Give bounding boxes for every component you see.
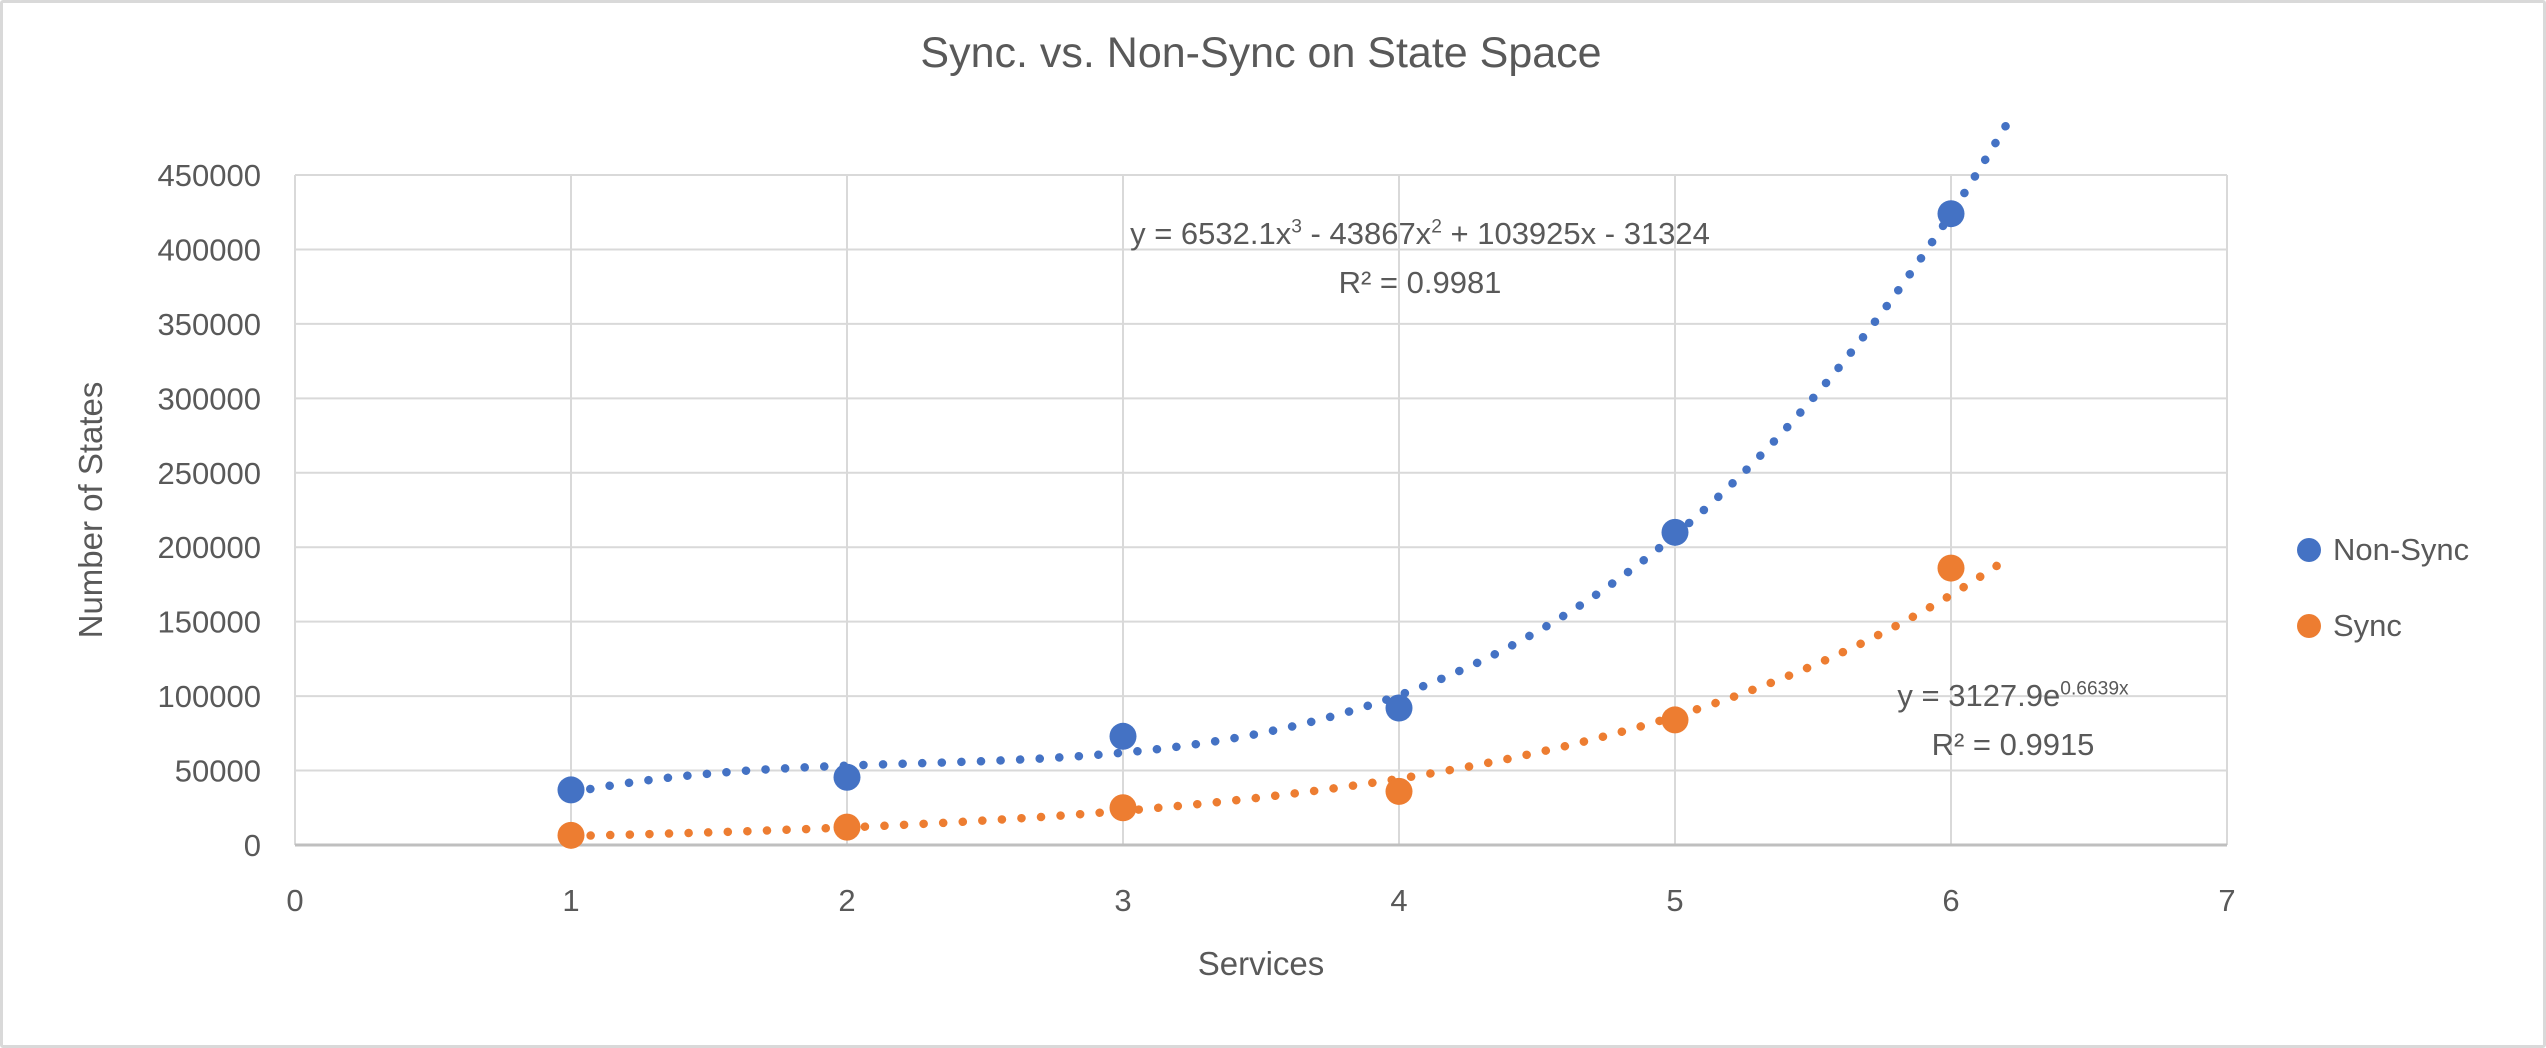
sync-marker-icon	[2297, 614, 2321, 638]
trendline-r2-sync: R² = 0.9915	[1931, 727, 2095, 762]
equation-text: - 43867x	[1301, 216, 1432, 251]
equation-text: y = 3127.9e	[1897, 678, 2061, 713]
data-point-non-sync[interactable]	[1109, 722, 1137, 750]
data-point-non-sync[interactable]	[833, 763, 861, 791]
equation-text: + 103925x - 31324	[1441, 216, 1710, 251]
data-point-sync[interactable]	[833, 813, 861, 841]
x-tick-label: 7	[2218, 883, 2235, 918]
trendline-sync	[566, 555, 2011, 841]
trendline-non-sync	[566, 120, 2011, 797]
equation-exponent: 2	[1431, 216, 1442, 238]
data-point-sync[interactable]	[1661, 706, 1689, 734]
trendline-equation-sync-formula: y = 3127.9e0.6639x	[1897, 671, 2128, 720]
trendline-equation-nonsync: y = 6532.1x3 - 43867x2 + 103925x - 31324…	[1130, 209, 1710, 307]
y-tick-label: 300000	[158, 381, 261, 416]
x-tick-label: 6	[1942, 883, 1959, 918]
x-tick-label: 5	[1666, 883, 1683, 918]
legend-item-sync[interactable]: Sync	[2297, 602, 2469, 650]
data-point-non-sync[interactable]	[557, 776, 585, 804]
y-tick-label: 150000	[158, 605, 261, 640]
y-tick-label: 400000	[158, 232, 261, 267]
data-point-non-sync[interactable]	[1937, 200, 1965, 228]
y-tick-label: 450000	[158, 158, 261, 193]
plot-area: 0 1 2 3 4 5 6 705000010000015000020000025000030…	[158, 120, 2236, 918]
x-tick-label: 3	[1114, 883, 1131, 918]
x-tick-label: 4	[1390, 883, 1407, 918]
data-point-non-sync[interactable]	[1661, 518, 1689, 546]
equation-exponent: 3	[1291, 216, 1302, 238]
data-point-non-sync[interactable]	[1385, 694, 1413, 722]
y-tick-label: 200000	[158, 530, 261, 565]
legend-item-nonsync[interactable]: Non-Sync	[2297, 526, 2469, 574]
data-point-sync[interactable]	[1385, 777, 1413, 805]
legend-label-nonsync: Non-Sync	[2333, 532, 2470, 567]
y-tick-label: 50000	[175, 754, 261, 789]
data-point-sync[interactable]	[557, 821, 585, 849]
x-tick-label: 2	[838, 883, 855, 918]
equation-text: y = 6532.1x	[1130, 216, 1292, 251]
chart-title: Sync. vs. Non-Sync on State Space	[920, 29, 1602, 77]
y-tick-label: 250000	[158, 456, 261, 491]
x-axis-title: Services	[1197, 945, 1325, 982]
nonsync-marker-icon	[2297, 538, 2321, 562]
y-tick-label: 350000	[158, 307, 261, 342]
trendline-r2-nonsync: R² = 0.9981	[1338, 265, 1502, 300]
x-tick-label: 0	[286, 883, 303, 918]
data-point-sync[interactable]	[1109, 794, 1137, 822]
legend-label-sync: Sync	[2333, 608, 2402, 643]
equation-exponent: 0.6639x	[2060, 678, 2129, 700]
y-tick-label: 100000	[158, 679, 261, 714]
trendline-equation-nonsync-formula: y = 6532.1x3 - 43867x2 + 103925x - 31324	[1130, 209, 1710, 258]
y-axis-title: Number of States	[72, 381, 109, 639]
trendline-equation-sync: y = 3127.9e0.6639x R² = 0.9915	[1897, 671, 2128, 769]
y-tick-label: 0	[244, 828, 261, 863]
data-point-sync[interactable]	[1937, 554, 1965, 582]
legend: Non-Sync Sync	[2297, 526, 2469, 678]
x-tick-label: 1	[562, 883, 579, 918]
